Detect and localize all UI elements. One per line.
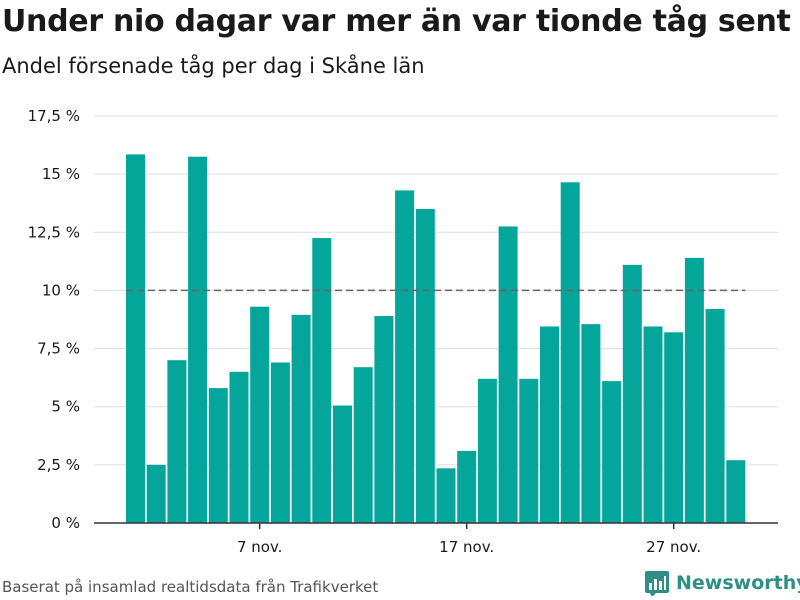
y-tick-label: 0 % [51, 514, 80, 532]
x-tick-label: 17 nov. [439, 538, 494, 556]
y-tick-label: 15 % [42, 165, 80, 183]
bar-28 [684, 257, 704, 523]
chart-subtitle: Andel försenade tåg per dag i Skåne län [2, 54, 425, 78]
newsworthy-logo-icon [645, 571, 669, 596]
bar-20 [519, 378, 539, 523]
bar-12 [353, 367, 373, 523]
brand-logo: Newsworthy [644, 568, 800, 598]
axes: 0 % 2,5 % 5 % 7,5 % 10 % 12,5 % 15 % 17,5 % 7 no… [28, 107, 778, 556]
chart-title: Under nio dagar var mer än var tionde tå… [2, 4, 791, 39]
source-note: Baserat på insamlad realtidsdata från Tr… [2, 578, 379, 596]
y-tick-label: 7,5 % [37, 340, 80, 358]
bar-15 [415, 209, 435, 523]
x-tick-label: 7 nov. [237, 538, 282, 556]
bars [126, 154, 746, 524]
bar-18 [477, 378, 497, 523]
y-tick-label: 10 % [42, 281, 80, 299]
bar-17 [457, 450, 477, 523]
bar-11 [333, 405, 352, 523]
bar-4 [188, 156, 208, 523]
bar-26 [643, 326, 663, 523]
y-tick-label: 5 % [51, 398, 80, 416]
bar-27 [664, 332, 684, 523]
bar-16 [436, 468, 456, 523]
bar-14 [395, 190, 415, 523]
bar-24 [602, 381, 622, 523]
bar-29 [705, 309, 725, 523]
bar-13 [374, 316, 394, 523]
bar-7 [250, 306, 270, 523]
bar-6 [229, 371, 249, 523]
bar-19 [498, 226, 518, 523]
x-tick-label: 27 nov. [646, 538, 701, 556]
bar-23 [581, 324, 601, 523]
bar-2 [146, 464, 166, 523]
y-tick-label: 17,5 % [28, 107, 80, 125]
y-tick-label: 12,5 % [28, 223, 80, 241]
brand-name: Newsworthy [676, 572, 800, 594]
bar-8 [270, 362, 290, 523]
bar-5 [208, 388, 228, 523]
bar-21 [540, 326, 559, 523]
bar-9 [291, 314, 311, 523]
bar-22 [560, 182, 580, 523]
bar-1 [126, 154, 145, 524]
bar-25 [622, 264, 642, 523]
bar-chart: 0 % 2,5 % 5 % 7,5 % 10 % 12,5 % 15 % 17,5 % 7 no… [28, 107, 778, 556]
y-tick-label: 2,5 % [37, 456, 80, 474]
bar-10 [312, 238, 332, 523]
bar-3 [167, 360, 187, 523]
bar-30 [726, 460, 746, 523]
